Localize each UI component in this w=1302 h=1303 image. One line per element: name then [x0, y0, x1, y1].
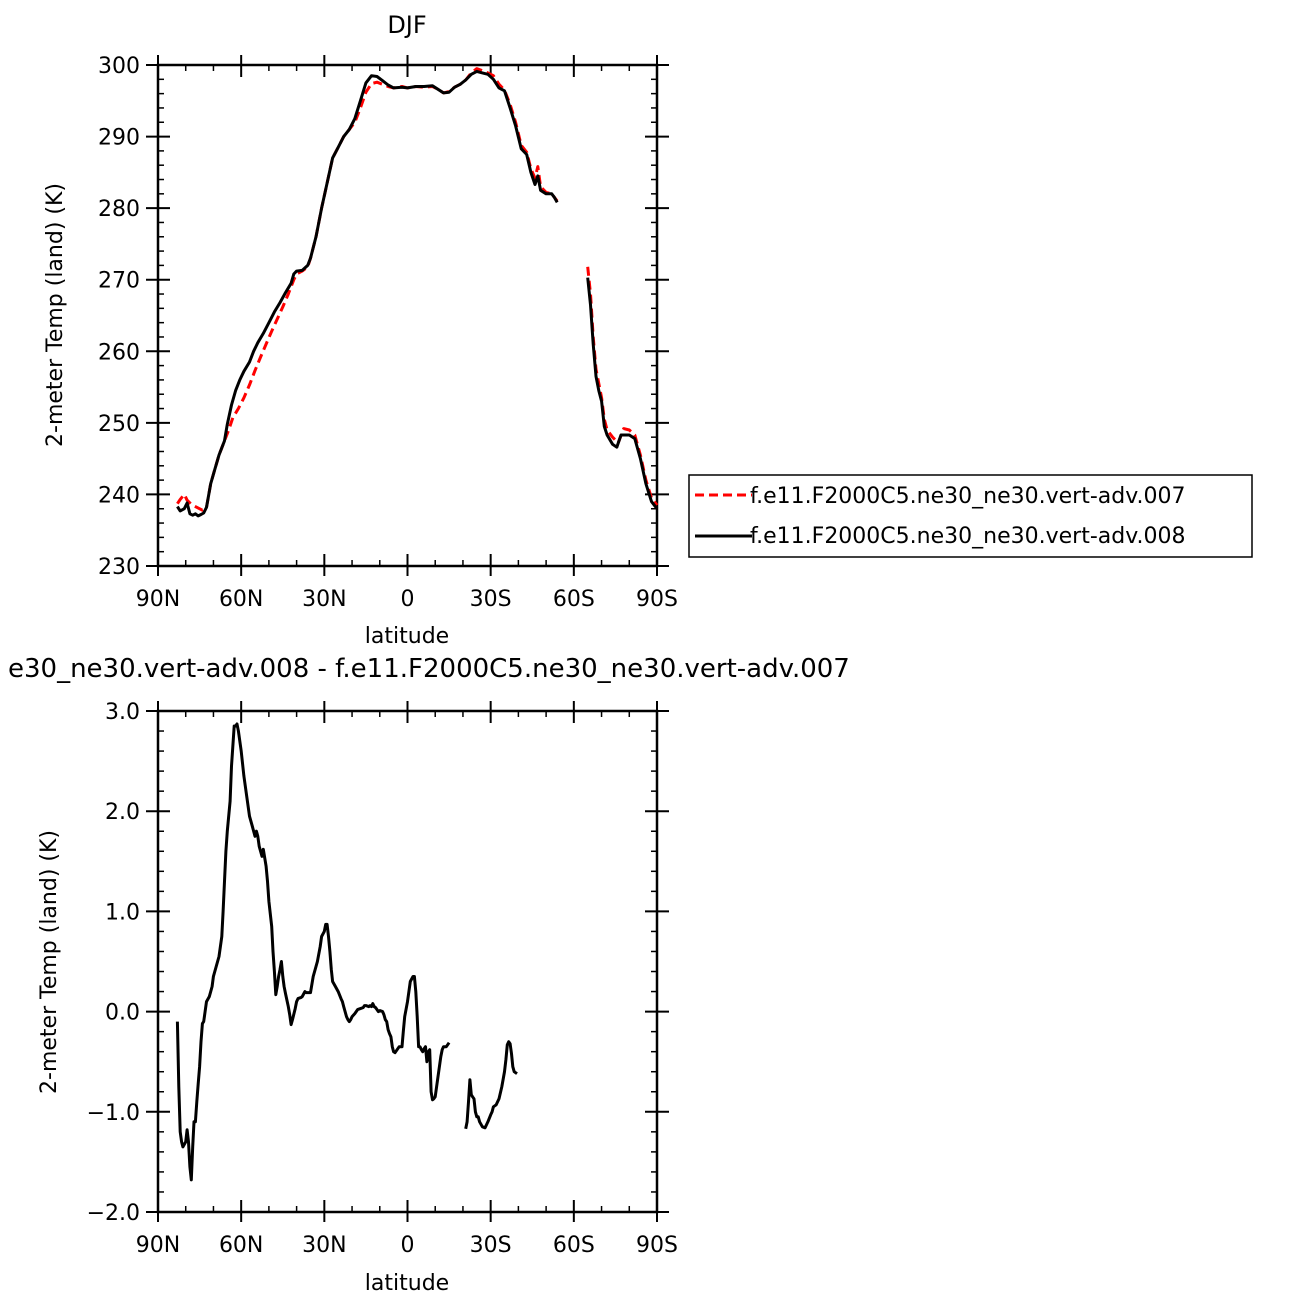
top-series-line-1-segment-1 [176, 67, 559, 512]
bottom-y-axis-label: 2-meter Temp (land) (K) [37, 830, 62, 1094]
bottom-x-tick-label: 30N [302, 1233, 346, 1258]
top-x-tick-label: 60N [219, 587, 263, 612]
top-y-tick-label: 240 [98, 483, 140, 508]
top-x-tick-label: 30N [302, 587, 346, 612]
legend-label-008: f.e11.F2000C5.ne30_ne30.vert-adv.008 [750, 524, 1186, 549]
bottom-x-tick-label: 90S [636, 1233, 678, 1258]
bottom-y-tick-label: 3.0 [105, 700, 140, 725]
top-series-line-2-segment-1 [176, 69, 559, 518]
top-y-tick-label: 230 [98, 555, 140, 580]
bottom-plot-area: 90N 60N 30N 0 30S 60S 90S −2.0 −1.0 0.0 1.0 2.0 3.0 [87, 700, 678, 1258]
bottom-x-tick-label: 90N [136, 1233, 180, 1258]
top-x-tick-label: 30S [470, 587, 512, 612]
top-y-tick-label: 290 [98, 126, 140, 151]
bottom-y-tick-label: 1.0 [105, 900, 140, 925]
bottom-series-line-1-segment-2 [464, 1040, 518, 1130]
bottom-chart-title: e30_ne30.vert-adv.008 - f.e11.F2000C5.ne… [8, 654, 850, 684]
top-y-tick-label: 250 [98, 412, 140, 437]
top-y-tick-label: 260 [98, 340, 140, 365]
top-chart-title: DJF [387, 11, 426, 39]
top-x-tick-label: 60S [553, 587, 595, 612]
top-x-tick-label: 90S [636, 587, 678, 612]
top-y-tick-label: 270 [98, 269, 140, 294]
top-x-axis-label: latitude [365, 624, 449, 649]
top-plot-area: 90N 60N 30N 0 30S 60S 90S 230 240 250 260 270 280 290… [98, 54, 678, 612]
bottom-plot-frame [156, 709, 659, 1214]
top-y-tick-label: 300 [98, 54, 140, 79]
top-series-line-2-segment-2 [586, 277, 659, 510]
bottom-x-tick-label: 60S [553, 1233, 595, 1258]
bottom-panel: e30_ne30.vert-adv.008 - f.e11.F2000C5.ne… [8, 654, 850, 1296]
bottom-x-tick-label: 0 [401, 1233, 415, 1258]
top-x-tick-label: 90N [136, 587, 180, 612]
bottom-x-tick-label: 60N [219, 1233, 263, 1258]
bottom-series-line-1-segment-1 [175, 722, 451, 1182]
top-panel: DJF 90N 60N 30N 0 30S 60S 90S 230 240 250 260 270 28… [43, 11, 678, 649]
legend-label-007: f.e11.F2000C5.ne30_ne30.vert-adv.007 [750, 484, 1186, 509]
bottom-y-tick-label: 0.0 [105, 1001, 140, 1026]
top-y-tick-label: 280 [98, 197, 140, 222]
top-y-axis-label: 2-meter Temp (land) (K) [43, 183, 68, 447]
bottom-y-tick-label: 2.0 [105, 800, 140, 825]
top-plot-frame [156, 63, 659, 568]
bottom-y-tick-label: −2.0 [87, 1201, 140, 1226]
legend-box [688, 474, 1253, 558]
bottom-y-tick-label: −1.0 [87, 1101, 140, 1126]
legend: f.e11.F2000C5.ne30_ne30.vert-adv.007 f.e… [688, 474, 1253, 558]
bottom-x-axis-label: latitude [365, 1271, 449, 1296]
top-x-tick-label: 0 [401, 587, 415, 612]
bottom-x-tick-label: 30S [470, 1233, 512, 1258]
